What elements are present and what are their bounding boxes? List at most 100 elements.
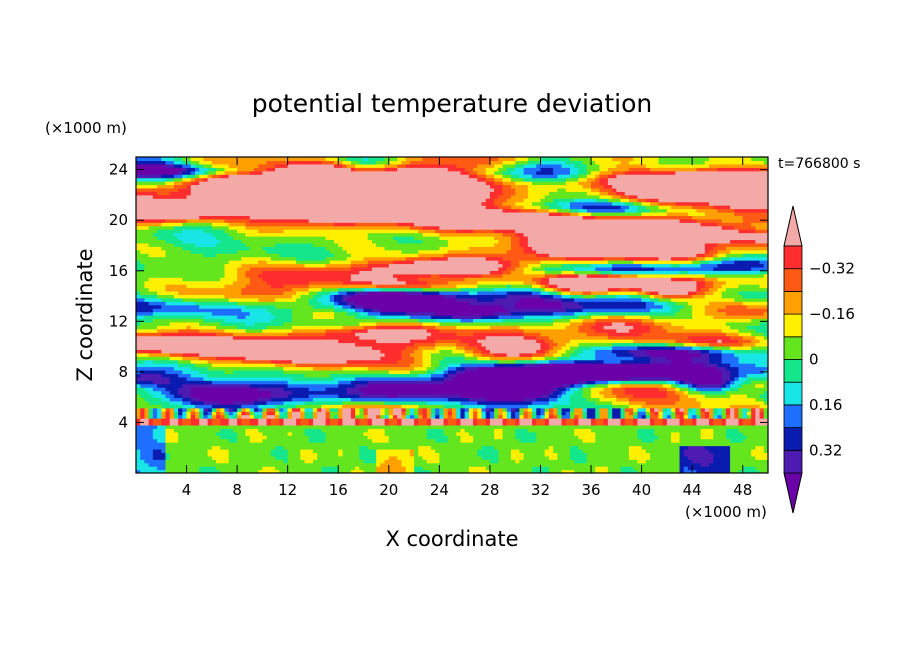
field-cell <box>650 407 655 412</box>
field-cell <box>641 201 651 206</box>
field-cell <box>700 411 706 416</box>
field-cell <box>388 455 398 460</box>
field-cell <box>675 390 685 395</box>
field-cell <box>283 459 289 464</box>
field-cell <box>751 222 768 227</box>
field-cell <box>683 452 714 457</box>
field-cell <box>713 266 752 271</box>
field-cell <box>367 380 445 385</box>
field-cell <box>742 294 768 299</box>
field-cell <box>738 328 756 333</box>
field-cell <box>338 407 344 412</box>
field-cell <box>679 438 731 443</box>
field-cell <box>140 321 171 326</box>
field-cell <box>136 198 487 203</box>
field-cell <box>165 452 171 457</box>
field-cell <box>334 294 344 299</box>
field-cell <box>152 418 162 423</box>
field-cell <box>152 387 167 392</box>
field-cell <box>418 411 424 416</box>
field-cell <box>553 448 571 453</box>
field-cell <box>489 325 521 330</box>
y-tick-label: 24 <box>109 161 128 179</box>
field-cell <box>557 174 571 179</box>
field-cell <box>612 404 630 409</box>
field-cell <box>447 411 453 416</box>
field-cell <box>637 469 681 473</box>
field-cell <box>721 328 740 333</box>
field-cell <box>510 242 521 247</box>
field-cell <box>730 448 752 453</box>
field-cell <box>308 290 318 295</box>
field-cell <box>650 308 672 313</box>
field-cell <box>717 411 723 416</box>
field-cell <box>738 359 768 364</box>
field-cell <box>536 170 554 175</box>
colorbar-band <box>783 313 803 338</box>
field-cell <box>266 435 310 440</box>
field-cell <box>523 411 529 416</box>
field-cell <box>199 411 205 416</box>
field-cell <box>287 383 339 388</box>
field-cell <box>287 394 310 399</box>
field-cell <box>515 187 529 192</box>
field-cell <box>519 421 533 426</box>
field-cell <box>654 438 672 443</box>
field-cell <box>540 414 546 419</box>
field-cell <box>746 373 768 378</box>
field-cell <box>207 452 230 457</box>
field-cell <box>355 383 369 388</box>
field-cell <box>628 205 638 210</box>
field-cell <box>136 462 150 467</box>
field-cell <box>717 287 727 292</box>
field-cell <box>300 294 314 299</box>
field-cell <box>346 297 457 302</box>
field-cell <box>367 232 424 237</box>
field-cell <box>510 246 525 251</box>
field-cell <box>136 157 162 162</box>
field-cell <box>721 414 727 419</box>
field-cell <box>190 390 272 395</box>
field-cell <box>515 201 533 206</box>
field-cell <box>519 236 529 241</box>
field-cell <box>342 414 352 419</box>
field-cell <box>628 452 651 457</box>
field-cell <box>207 414 213 419</box>
field-cell <box>506 198 525 203</box>
field-cell <box>359 411 365 416</box>
field-cell <box>734 411 740 416</box>
field-cell <box>393 407 403 412</box>
field-cell <box>628 194 638 199</box>
field-cell <box>485 174 495 179</box>
field-cell <box>283 418 297 423</box>
field-cell <box>544 411 550 416</box>
field-cell <box>355 418 360 423</box>
field-cell <box>443 421 449 426</box>
field-cell <box>363 414 369 419</box>
field-cell <box>452 376 630 381</box>
field-cell <box>523 163 537 168</box>
field-cell <box>447 256 487 261</box>
field-cell <box>717 277 768 282</box>
field-cell <box>591 187 601 192</box>
field-cell <box>464 411 470 416</box>
field-cell <box>671 304 685 309</box>
field-cell <box>363 256 407 261</box>
field-cell <box>582 390 592 395</box>
field-cell <box>409 407 415 412</box>
field-cell <box>477 400 533 405</box>
field-cell <box>165 177 175 182</box>
field-cell <box>612 184 768 189</box>
field-cell <box>393 273 432 278</box>
field-cell <box>199 160 213 165</box>
field-cell <box>553 321 571 326</box>
field-cell <box>582 290 592 295</box>
field-cell <box>190 181 200 186</box>
field-cell <box>220 400 234 405</box>
field-cell <box>515 304 563 309</box>
field-cell <box>182 356 200 361</box>
field-cell <box>144 359 154 364</box>
field-cell <box>232 407 238 412</box>
field-cell <box>628 448 647 453</box>
field-cell <box>704 407 710 412</box>
